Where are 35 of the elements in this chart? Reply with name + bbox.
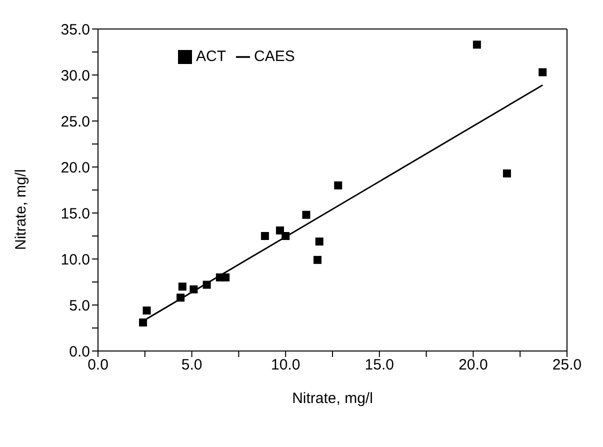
point [142,306,151,315]
x-tick-label: 20.0 [458,356,488,374]
point [260,232,269,240]
y-axis-title: Nitrate, mg/l [12,169,30,250]
legend-label: CAES [254,48,295,65]
y-tick-label: 30.0 [60,67,90,84]
point [139,318,148,326]
point [202,280,211,289]
point [222,273,230,282]
point [538,68,547,76]
point [472,40,481,49]
x-tick-label: 10.0 [271,356,300,374]
y-tick-label: 5.0 [69,297,90,314]
point [282,232,290,240]
point [502,169,511,178]
point [334,181,342,190]
point [315,238,324,246]
x-tick-label: 15.0 [364,356,394,374]
y-tick-label: 25.0 [60,113,90,130]
point [276,226,284,234]
point [190,285,198,294]
x-axis-title: Nitrate, mg/l [292,390,373,407]
point [302,210,310,219]
point [178,282,186,291]
x-tick-label: 0.0 [88,356,108,374]
point [176,294,185,302]
legend-label: ACT [196,48,226,65]
y-tick-label: 0.0 [69,343,90,360]
point [313,256,322,264]
y-tick-label: 15.0 [60,205,90,222]
y-tick-label: 35.0 [60,21,90,38]
x-tick-label: 25.0 [552,356,582,374]
y-tick-label: 20.0 [60,159,90,176]
y-tick-label: 10.0 [60,251,90,268]
x-tick-label: 5.0 [181,356,202,374]
